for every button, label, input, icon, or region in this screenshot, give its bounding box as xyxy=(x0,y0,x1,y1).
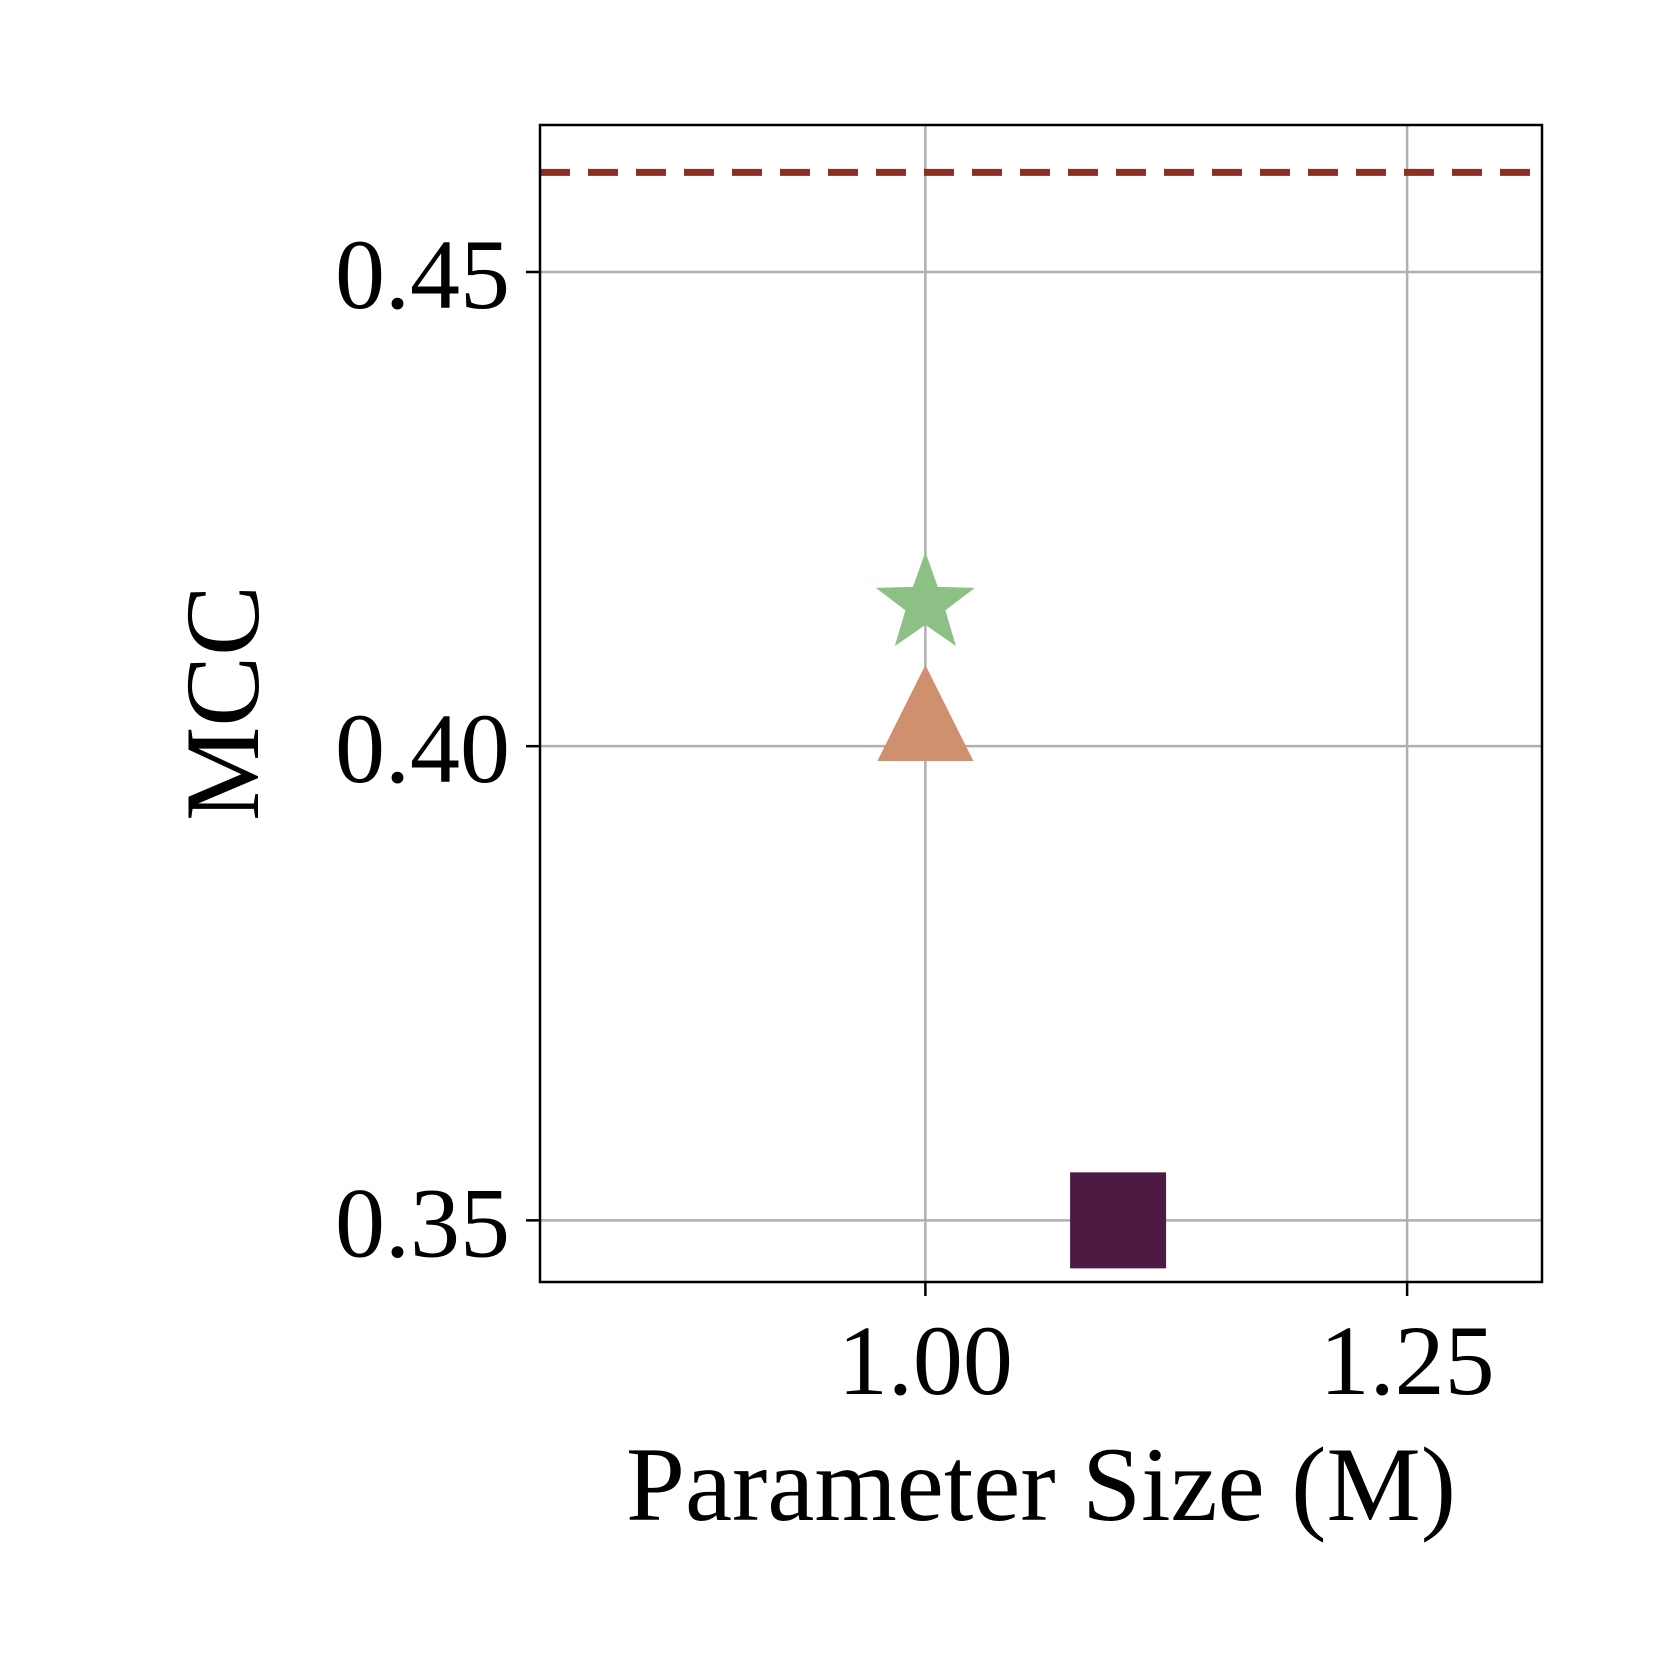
y-tick-label: 0.45 xyxy=(335,219,510,330)
triangle-marker xyxy=(877,664,974,761)
grid xyxy=(540,125,1542,1282)
axis-ticks: 1.00 1.25 0.35 0.40 0.45 xyxy=(335,219,1495,1416)
square-marker xyxy=(1070,1172,1167,1269)
x-tick-label: 1.25 xyxy=(1320,1305,1495,1416)
plot-area xyxy=(540,125,1542,1282)
star-marker xyxy=(875,551,975,646)
x-axis-title: Parameter Size (M) xyxy=(626,1426,1456,1543)
y-tick-label: 0.40 xyxy=(335,693,510,804)
x-tick-label: 1.00 xyxy=(838,1305,1013,1416)
y-tick-label: 0.35 xyxy=(335,1167,510,1278)
y-axis-title: MCC xyxy=(164,585,281,821)
plot-frame xyxy=(538,123,1544,1284)
data-marks xyxy=(875,551,1167,1269)
